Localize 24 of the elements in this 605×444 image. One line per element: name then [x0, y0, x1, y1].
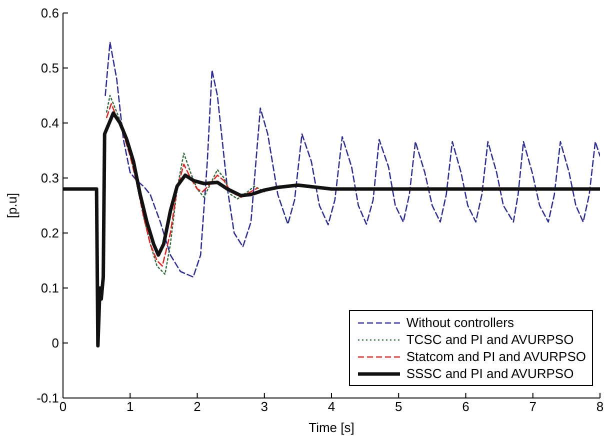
y-tick-label: 0.4 — [40, 116, 59, 131]
x-tick-label: 2 — [194, 399, 201, 414]
x-tick-label: 5 — [395, 399, 402, 414]
x-tick-label: 3 — [260, 399, 268, 414]
x-tick-label: 6 — [462, 399, 470, 414]
y-tick-label: 0.2 — [40, 226, 59, 241]
line-series — [104, 42, 600, 278]
y-tick-label: 0 — [52, 336, 59, 351]
line-series — [63, 111, 600, 348]
y-tick-label: 0.5 — [40, 60, 59, 76]
legend-label: TCSC and PI and AVURPSO — [406, 331, 574, 348]
y-tick-label: -0.1 — [36, 390, 59, 406]
legend-label: SSSC and PI and AVURPSO — [406, 365, 574, 382]
legend-label: Statcom and PI and AVURPSO — [406, 348, 586, 365]
legend-label: Without controllers — [406, 314, 514, 331]
x-tick-label: 7 — [529, 399, 536, 414]
y-axis-title: [p.u] — [4, 192, 20, 218]
x-tick-label: 8 — [596, 399, 604, 414]
y-tick-label: 0.6 — [40, 6, 59, 21]
y-tick-label: 0.3 — [40, 170, 59, 186]
x-tick-label: 1 — [126, 399, 134, 414]
x-axis-title: Time [s] — [308, 420, 354, 435]
y-tick-label: 0.1 — [40, 280, 59, 296]
x-tick-label: 4 — [328, 399, 336, 414]
